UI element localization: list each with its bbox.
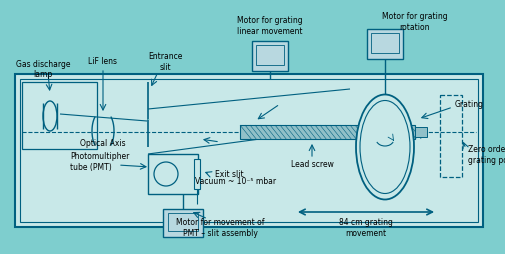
Text: LiF lens: LiF lens bbox=[88, 57, 117, 66]
Text: Exit slit: Exit slit bbox=[215, 170, 243, 179]
Text: Vacuum ~ 10⁻⁵ mbar: Vacuum ~ 10⁻⁵ mbar bbox=[194, 177, 276, 186]
Bar bbox=[163, 209, 203, 237]
Text: Motor for movement of
PMT – slit assembly: Motor for movement of PMT – slit assembl… bbox=[175, 217, 264, 237]
Ellipse shape bbox=[356, 95, 413, 200]
Text: Optical Axis: Optical Axis bbox=[80, 139, 125, 148]
Text: Gas discharge
lamp: Gas discharge lamp bbox=[16, 60, 70, 79]
Text: Entrance
slit: Entrance slit bbox=[147, 52, 182, 71]
Bar bbox=[370, 34, 398, 54]
Text: Motor for grating
linear movement: Motor for grating linear movement bbox=[237, 16, 302, 36]
Text: 84 cm grating
movement: 84 cm grating movement bbox=[338, 217, 392, 237]
Text: Motor for grating
rotation: Motor for grating rotation bbox=[381, 12, 447, 31]
Text: Photomultipher
tube (PMT): Photomultipher tube (PMT) bbox=[70, 152, 129, 171]
Bar bbox=[147, 154, 197, 194]
Bar bbox=[239, 125, 414, 139]
Bar bbox=[439, 96, 461, 177]
Text: Zero order
grating position: Zero order grating position bbox=[467, 145, 505, 164]
Bar bbox=[414, 128, 426, 137]
Bar bbox=[256, 46, 283, 66]
Text: Lead screw: Lead screw bbox=[290, 160, 333, 169]
Bar bbox=[366, 30, 402, 60]
Bar bbox=[251, 42, 287, 72]
Bar bbox=[193, 159, 199, 189]
Bar bbox=[20, 80, 477, 222]
Bar bbox=[22, 83, 97, 149]
Bar bbox=[168, 213, 197, 231]
Bar bbox=[15, 75, 482, 227]
Text: Grating: Grating bbox=[454, 100, 483, 109]
